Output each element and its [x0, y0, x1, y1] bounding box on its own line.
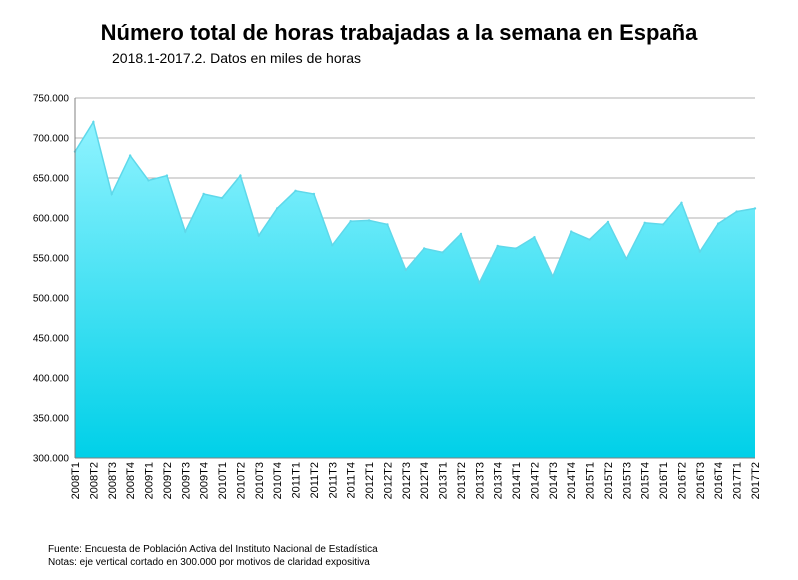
axes: [74, 98, 755, 459]
x-tick-label: 2009T1: [144, 462, 156, 499]
x-tick-label: 2010T2: [235, 462, 247, 499]
x-tick-label: 2009T3: [180, 462, 192, 499]
data-point: [275, 207, 279, 210]
x-tick-labels: 2008T1 2008T2 2008T3 2008T4 2009T1 2009T2 2009…: [70, 462, 762, 499]
x-tick-label: 2017T1: [732, 462, 744, 499]
y-tick-label: 350.000: [33, 414, 70, 425]
x-tick-label: 2013T3: [474, 462, 486, 499]
data-point: [239, 174, 242, 177]
x-tick-label: 2014T1: [511, 462, 523, 499]
data-point: [514, 247, 518, 250]
x-tick-label: 2008T4: [125, 462, 137, 499]
series-line: [74, 120, 756, 285]
x-tick-label: 2013T4: [493, 462, 505, 499]
data-point: [202, 192, 205, 196]
axis-note: Notas: eje vertical cortado en 300.000 p…: [48, 557, 370, 568]
data-point: [257, 234, 260, 237]
data-point: [606, 220, 610, 224]
data-point: [331, 244, 334, 247]
x-tick-label: 2008T3: [107, 462, 119, 499]
data-point: [110, 192, 113, 196]
x-tick-label: 2015T3: [621, 462, 633, 499]
x-tick-label: 2016T4: [713, 462, 725, 499]
data-point: [680, 201, 683, 204]
x-tick-label: 2015T1: [585, 462, 597, 499]
x-tick-label: 2014T2: [529, 462, 541, 499]
data-point: [441, 251, 444, 254]
data-point: [496, 244, 499, 248]
y-tick-label: 750.000: [33, 94, 70, 105]
data-point: [367, 219, 371, 222]
y-tick-label: 300.000: [33, 454, 70, 465]
x-tick-label: 2009T4: [199, 462, 211, 499]
y-tick-label: 500.000: [33, 294, 70, 305]
data-point: [386, 223, 389, 226]
x-tick-label: 2012T2: [382, 462, 394, 499]
data-point: [643, 221, 646, 224]
y-tick-label: 700.000: [33, 134, 70, 145]
x-tick-label: 2013T2: [456, 462, 468, 499]
data-point: [404, 268, 408, 272]
x-tick-label: 2009T2: [162, 462, 174, 499]
x-tick-label: 2011T4: [346, 462, 358, 499]
x-tick-label: 2017T2: [750, 462, 762, 499]
x-tick-label: 2013T1: [438, 462, 450, 499]
y-tick-label: 650.000: [33, 174, 70, 185]
data-point: [698, 250, 702, 253]
y-tick-label: 600.000: [33, 214, 70, 225]
data-point: [459, 232, 463, 236]
x-tick-label: 2010T4: [272, 462, 284, 499]
x-tick-label: 2016T2: [676, 462, 688, 499]
chart-subtitle: 2018.1-2017.2. Datos en miles de horas: [112, 50, 362, 66]
x-tick-label: 2016T1: [658, 462, 670, 499]
x-tick-label: 2008T2: [88, 462, 100, 499]
x-tick-label: 2016T3: [695, 462, 707, 499]
x-tick-label: 2015T2: [603, 462, 615, 499]
y-tick-label: 400.000: [33, 374, 70, 385]
data-point: [717, 222, 720, 225]
data-point: [422, 247, 426, 250]
data-point: [478, 281, 481, 284]
data-point: [294, 189, 297, 192]
data-point: [349, 220, 352, 223]
y-tick-label: 450.000: [33, 334, 70, 345]
data-point: [551, 275, 555, 278]
y-tick-labels: 300.000 350.000 400.000 450.000 500.000 550.0…: [33, 94, 70, 465]
area-layer: [73, 120, 757, 458]
chart-title: Número total de horas trabajadas a la se…: [100, 20, 698, 45]
data-point: [165, 174, 169, 177]
data-point: [533, 236, 536, 239]
x-tick-label: 2012T3: [401, 462, 413, 499]
x-tick-label: 2011T3: [327, 462, 339, 499]
footnotes: Fuente: Encuesta de Población Activa del…: [48, 543, 378, 569]
y-tick-label: 550.000: [33, 254, 70, 265]
area-chart: 300.000 350.000 400.000 450.000 500.000 550.0…: [33, 94, 762, 500]
data-point: [92, 120, 95, 124]
x-tick-label: 2012T1: [364, 462, 376, 499]
x-tick-label: 2014T4: [566, 462, 578, 499]
source-note: Fuente: Encuesta de Población Activa del…: [48, 544, 378, 555]
x-tick-label: 2011T2: [309, 462, 321, 499]
data-point: [312, 192, 316, 196]
data-point: [128, 154, 132, 157]
x-tick-label: 2010T3: [254, 462, 266, 499]
data-point: [625, 257, 628, 260]
data-point: [753, 207, 757, 210]
x-tick-label: 2010T1: [217, 462, 229, 499]
data-point: [588, 238, 591, 241]
data-point: [220, 196, 224, 200]
data-point: [735, 210, 738, 213]
data-point: [184, 230, 187, 233]
data-point: [661, 223, 665, 226]
area-fill: [75, 122, 755, 458]
x-tick-label: 2008T1: [70, 462, 82, 499]
data-point: [570, 230, 573, 233]
x-tick-label: 2012T4: [419, 462, 431, 499]
x-tick-label: 2014T3: [548, 462, 560, 499]
x-tick-label: 2015T4: [640, 462, 652, 499]
data-point: [147, 179, 150, 182]
x-tick-label: 2011T1: [291, 462, 303, 499]
